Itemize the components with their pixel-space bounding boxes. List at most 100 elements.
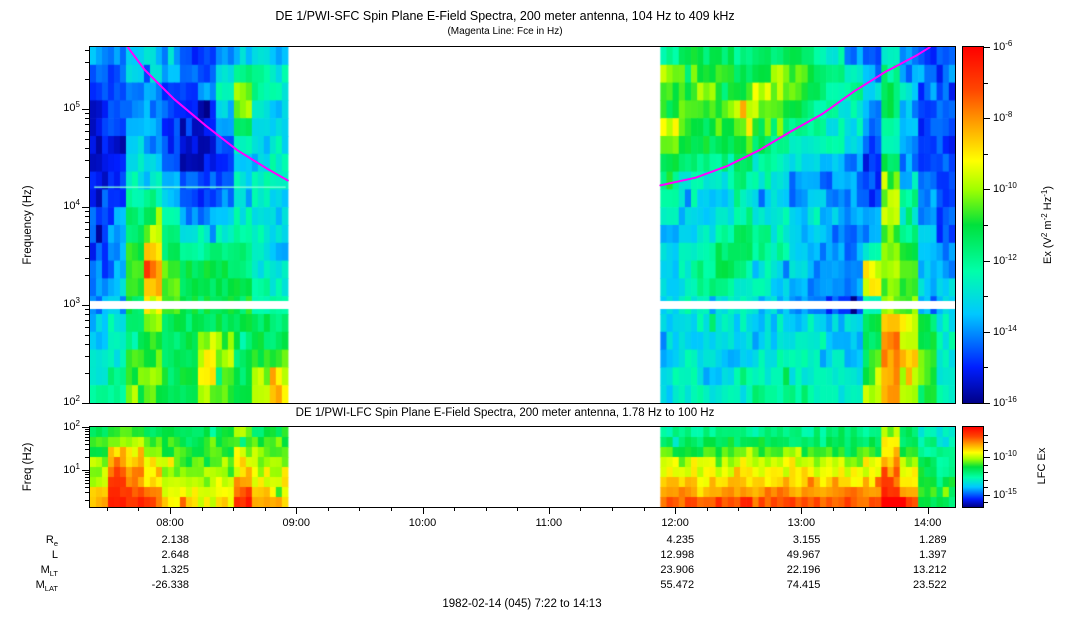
freq-minor-tick (85, 124, 89, 126)
freq-tick-label: 103 (63, 296, 80, 311)
colorbar-minor-tick (984, 472, 988, 473)
freq-minor-tick (85, 444, 89, 446)
colorbar-minor-tick (984, 464, 988, 466)
freq-minor-tick (85, 138, 89, 140)
ephemeris-value: 2.648 (161, 549, 189, 561)
time-minor-tick (485, 507, 487, 511)
colorbar-tick-label: 10-6 (993, 39, 1013, 54)
freq-tick-label: 104 (63, 198, 80, 213)
freq-minor-tick (85, 216, 89, 218)
ephemeris-value: 23.906 (660, 564, 695, 576)
freq-minor-tick (85, 428, 89, 430)
freq-major-tick (82, 470, 89, 471)
colorbar-minor-tick (984, 502, 988, 503)
ephemeris-value: 1.289 (919, 534, 947, 546)
colorbar-tick-label: 10-14 (993, 323, 1017, 338)
freq-minor-tick (85, 222, 89, 224)
colorbar-minor-tick (984, 479, 988, 481)
time-minor-tick (454, 507, 456, 511)
time-major-tick (296, 507, 298, 514)
ephemeris-value: 23.522 (912, 579, 947, 591)
lfc-spectrogram-canvas (90, 427, 955, 507)
freq-minor-tick (85, 449, 89, 451)
colorbar-minor-tick (984, 367, 988, 369)
lfc-y-axis-label: Freq (Hz) (22, 442, 34, 492)
ephemeris-row-label: Re (45, 534, 58, 548)
time-minor-tick (517, 507, 519, 511)
time-major-tick (801, 507, 803, 514)
time-tick-label: 10:00 (408, 517, 437, 529)
freq-minor-tick (85, 79, 89, 81)
ephemeris-value: 74.415 (786, 579, 821, 591)
ephemeris-value: -26.338 (151, 579, 189, 591)
freq-minor-tick (85, 314, 89, 316)
ephemeris-value: 12.998 (660, 549, 695, 561)
freq-minor-tick (85, 439, 89, 441)
freq-major-tick (82, 305, 89, 306)
time-minor-tick (106, 507, 108, 511)
colorbar-major-tick (984, 403, 990, 404)
time-major-tick (927, 507, 929, 514)
freq-minor-tick (85, 492, 89, 494)
time-tick-label: 08:00 (156, 517, 184, 529)
sfc-colorbar-gradient (963, 47, 983, 403)
time-minor-tick (643, 507, 645, 511)
ephemeris-value: 1.397 (919, 549, 947, 561)
colorbar-major-tick (984, 118, 990, 120)
time-minor-tick (769, 507, 771, 511)
time-minor-tick (233, 507, 235, 511)
freq-minor-tick (85, 275, 89, 277)
time-minor-tick (359, 507, 361, 511)
colorbar-tick-label: 10-15 (993, 486, 1017, 501)
colorbar-minor-tick (984, 82, 988, 84)
freq-minor-tick (85, 500, 89, 502)
freq-minor-tick (85, 482, 89, 484)
freq-minor-tick (85, 245, 89, 247)
freq-minor-tick (85, 487, 89, 489)
time-major-tick (675, 507, 677, 514)
freq-minor-tick (85, 433, 89, 435)
ephemeris-value: 1.325 (161, 564, 189, 576)
time-tick-label: 09:00 (282, 517, 311, 529)
ephemeris-row-label: MLAT (35, 579, 58, 593)
freq-minor-tick (85, 326, 89, 328)
freq-tick-label: 102 (63, 394, 80, 409)
colorbar-tick-label: 10-8 (993, 110, 1013, 125)
freq-minor-tick (85, 113, 89, 115)
time-minor-tick (327, 507, 329, 511)
freq-minor-tick (85, 177, 89, 179)
sfc-title: DE 1/PWI-SFC Spin Plane E-Field Spectra,… (275, 9, 735, 23)
colorbar-major-tick (984, 494, 990, 496)
colorbar-tick-label: 10-10 (993, 181, 1017, 196)
colorbar-minor-tick (984, 225, 988, 226)
ephemeris-value: 49.967 (786, 549, 821, 561)
freq-minor-tick (85, 160, 89, 162)
freq-minor-tick (85, 334, 89, 336)
colorbar-tick-label: 10-16 (993, 395, 1017, 410)
freq-minor-tick (85, 130, 89, 132)
time-minor-tick (896, 507, 898, 511)
colorbar-tick-label: 10-10 (993, 449, 1017, 464)
freq-minor-tick (85, 356, 89, 358)
time-major-tick (169, 507, 171, 514)
time-minor-tick (738, 507, 740, 511)
ephemeris-value: 4.235 (666, 534, 695, 546)
time-minor-tick (864, 507, 866, 511)
sfc-spectrogram-canvas (90, 47, 955, 403)
time-minor-tick (832, 507, 834, 511)
freq-major-tick (82, 403, 89, 404)
freq-minor-tick (85, 431, 89, 433)
freq-minor-tick (85, 228, 89, 230)
time-minor-tick (138, 507, 140, 511)
time-minor-tick (706, 507, 708, 511)
lfc-title: DE 1/PWI-LFC Spin Plane E-Field Spectra,… (295, 407, 715, 419)
colorbar-major-tick (984, 457, 990, 458)
freq-minor-tick (85, 479, 89, 481)
freq-minor-tick (85, 474, 89, 476)
freq-tick-label: 105 (63, 100, 80, 115)
colorbar-major-tick (984, 189, 990, 191)
freq-major-tick (82, 109, 89, 110)
ephemeris-value: 13.212 (912, 564, 947, 576)
freq-minor-tick (85, 258, 89, 260)
time-minor-tick (580, 507, 582, 511)
